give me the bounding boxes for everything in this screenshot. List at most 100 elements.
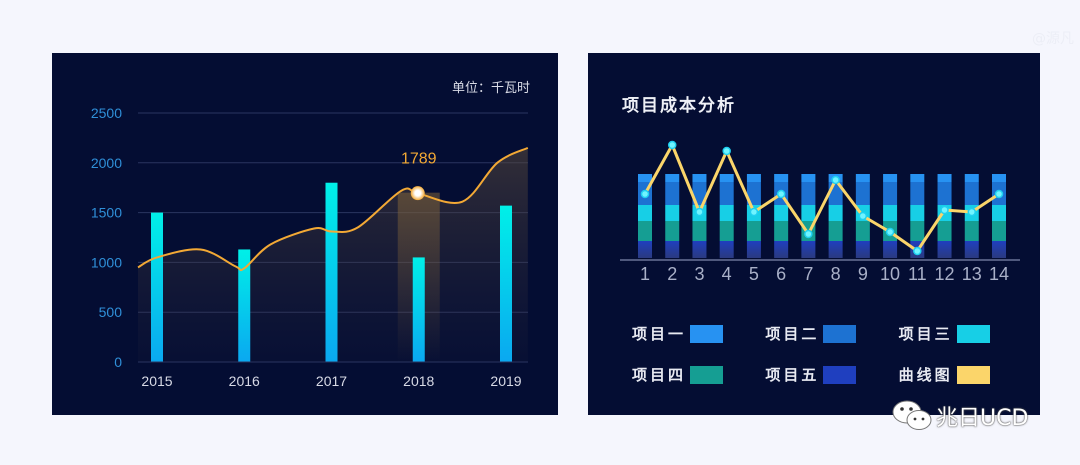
bar-segment [801,241,816,258]
legend-label: 曲线图 [898,366,953,384]
cost-chart: 1 2 3 4 5 6 7 8 9 10 11 12 13 14 [620,140,1020,284]
bar-segment [855,174,870,182]
bar-2015 [151,212,163,362]
bar-segment [665,241,680,258]
bar-segment [774,205,789,221]
bar-segment [719,205,734,221]
x-tick-label: 8 [831,264,841,284]
bar-segment [692,241,707,258]
legend: 项目一 项目二 项目三项目四 项目五 曲线图 [632,323,1032,385]
x-tick-label: 3 [694,264,704,284]
x-tick-label: 12 [935,264,955,284]
y-tick-label: 2500 [91,105,122,121]
x-tick-label: 10 [880,264,900,284]
legend-label: 项目二 [765,325,820,343]
line-point [749,207,759,217]
bar-segment [746,241,761,258]
line-point [831,175,840,185]
line-point [667,140,677,150]
bar-2018 [412,257,425,362]
bar-segment [883,182,898,205]
bar-segment [937,241,952,258]
x-tick-label: 2 [667,264,677,284]
legend-item: 项目三 [899,323,1032,344]
bar-segment [855,182,870,205]
x-tick-label: 1 [640,264,650,284]
bar-segment [801,182,816,205]
bar-segment [992,205,1006,221]
x-tick-label: 2019 [490,373,521,389]
unit-label: 单位：千瓦时 [451,81,530,96]
line-point [885,227,895,237]
x-tick-label: 2015 [141,373,172,389]
bar-segment [719,174,734,182]
bar-segment [774,174,789,182]
energy-chart: 0 500 1000 1500 2000 2500 2015 2016 2017 2018 2019… [91,105,529,389]
bar-segment [638,241,652,258]
bar-segment [992,241,1006,258]
bar-2019 [500,205,512,362]
wechat-icon [892,400,932,430]
bar-segment [801,205,816,221]
bar-segment [937,221,952,241]
x-tick-label: 4 [722,264,732,284]
bar-segment [746,221,761,241]
line-point [695,207,704,217]
bar-segment [910,174,925,182]
bar-segment [692,221,707,241]
x-tick-label: 6 [776,264,786,284]
x-tick-label: 2018 [403,373,434,389]
x-tick-label: 9 [858,264,868,284]
bar-segment [719,241,734,258]
bar-segment [774,241,789,258]
bar-segment [855,221,870,241]
legend-item: 项目五 [765,364,898,385]
line-point [913,246,922,256]
bar-segment [855,241,870,258]
bar-segment [665,182,680,205]
legend-label: 项目四 [632,366,687,384]
bar-segment [719,182,734,205]
legend-swatch [823,324,857,343]
y-tick-label: 500 [99,304,123,320]
bar-segment [910,182,925,205]
bar-segment [883,174,898,182]
line-point [722,146,731,156]
bar-segment [964,221,979,241]
y-tick-label: 2000 [91,155,122,171]
legend-label: 项目一 [632,325,687,343]
bar-segment [883,241,898,258]
bar-segment [992,174,1006,182]
bar-segment [774,221,789,241]
highlight-dot [410,186,425,201]
legend-swatch [956,365,990,384]
bar-segment [910,205,925,221]
legend-swatch [690,365,724,384]
bar-segment [719,221,734,241]
bar-segment [828,241,843,258]
bar-segment [828,221,843,241]
cost-chart-panel: 项目成本分析 1 2 3 4 5 6 7 8 9 10 11 12 13 14 项目一 项目二 项目三 项目四项… [588,53,1040,415]
y-tick-label: 1000 [91,254,122,270]
brand-text: 兆日UCD [936,406,1029,431]
line-point [967,207,977,217]
bar-segment [665,221,680,241]
watermark: @源凡 [1032,31,1074,47]
curve-line [643,143,1000,253]
chart-title: 项目成本分析 [622,96,736,116]
trend-line [137,146,529,272]
legend-item: 项目四 [632,364,765,385]
bar-segment [964,241,979,258]
legend-swatch [956,324,990,343]
bar-segment [964,174,979,182]
line-point [940,205,949,215]
bar-segment [746,174,761,182]
bar-segment [665,174,680,182]
bar-segment [692,174,707,182]
bar-segment [883,205,898,221]
bar-segment [937,174,952,182]
bar-2017 [325,182,338,362]
bar-segment [638,221,652,241]
bar-segment [828,205,843,221]
x-tick-label: 2017 [316,373,347,389]
